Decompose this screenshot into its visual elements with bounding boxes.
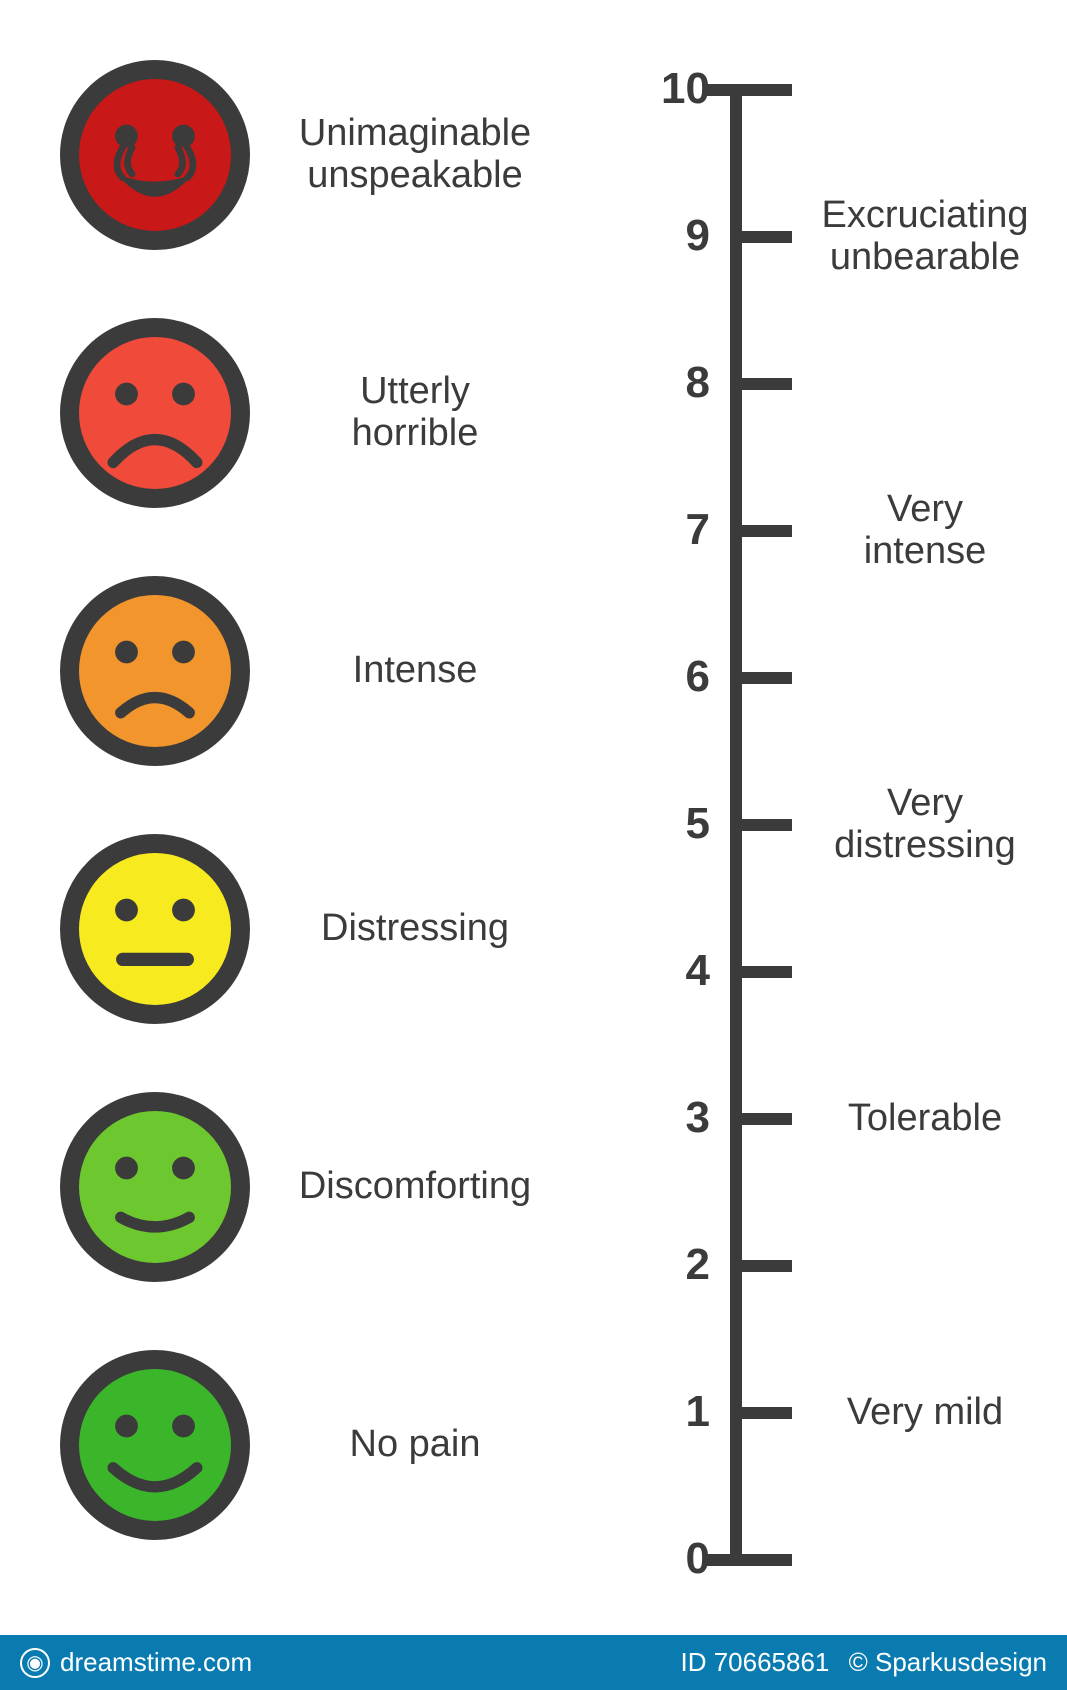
scale-tick-5 xyxy=(742,819,792,831)
scale-right-label-3: Tolerable xyxy=(795,1098,1055,1140)
right-label-line1: Very xyxy=(887,782,963,824)
right-label-line1: Tolerable xyxy=(848,1097,1002,1139)
scale-right-label-5: Verydistressing xyxy=(795,783,1055,867)
watermark-footer: ◉ dreamstime.com ID 70665861 © Sparkusde… xyxy=(0,1635,1067,1690)
right-label-line2: distressing xyxy=(834,824,1016,866)
scale-tick-0 xyxy=(705,1554,792,1566)
scale-number-8: 8 xyxy=(640,358,710,408)
face-label-line2: unspeakable xyxy=(307,154,523,196)
scale-number-10: 10 xyxy=(640,64,710,114)
scale-tick-2 xyxy=(742,1260,792,1272)
pain-face-label-4: Distressing xyxy=(275,908,555,950)
right-label-line2: unbearable xyxy=(830,236,1020,278)
right-label-line1: Very mild xyxy=(847,1391,1003,1433)
footer-copyright: © Sparkusdesign xyxy=(849,1647,1047,1677)
pain-face-level-4 xyxy=(60,834,250,1024)
pain-face-label-10: Unimaginableunspeakable xyxy=(275,113,555,197)
face-label-line1: Distressing xyxy=(321,907,509,949)
scale-number-9: 9 xyxy=(640,211,710,261)
pain-face-level-2 xyxy=(60,1092,250,1282)
footer-site: dreamstime.com xyxy=(60,1647,252,1678)
pain-face-label-8: Utterlyhorrible xyxy=(275,371,555,455)
scale-right-label-7: Veryintense xyxy=(795,489,1055,573)
scale-number-0: 0 xyxy=(640,1534,710,1584)
right-label-line1: Very xyxy=(887,488,963,530)
scale-tick-7 xyxy=(742,525,792,537)
scale-number-1: 1 xyxy=(640,1387,710,1437)
face-label-line1: Discomforting xyxy=(299,1165,531,1207)
scale-tick-4 xyxy=(742,966,792,978)
scale-tick-3 xyxy=(742,1113,792,1125)
pain-face-label-0: No pain xyxy=(275,1424,555,1466)
pain-face-label-6: Intense xyxy=(275,650,555,692)
scale-number-3: 3 xyxy=(640,1093,710,1143)
face-label-line2: horrible xyxy=(352,412,479,454)
right-label-line1: Excruciating xyxy=(822,194,1029,236)
scale-number-2: 2 xyxy=(640,1240,710,1290)
scale-number-7: 7 xyxy=(640,505,710,555)
pain-face-level-0 xyxy=(60,1350,250,1540)
pain-face-level-10 xyxy=(60,60,250,250)
scale-number-5: 5 xyxy=(640,799,710,849)
scale-tick-1 xyxy=(742,1407,792,1419)
pain-face-label-2: Discomforting xyxy=(275,1166,555,1208)
scale-number-4: 4 xyxy=(640,946,710,996)
face-label-line1: No pain xyxy=(350,1423,481,1465)
face-label-line1: Intense xyxy=(353,649,478,691)
scale-right-label-1: Very mild xyxy=(795,1392,1055,1434)
scale-number-6: 6 xyxy=(640,652,710,702)
scale-container: 012345678910ExcruciatingunbearableVeryin… xyxy=(640,90,1040,1560)
scale-tick-8 xyxy=(742,378,792,390)
dreamstime-logo-icon: ◉ xyxy=(20,1648,50,1678)
scale-tick-10 xyxy=(705,84,792,96)
pain-scale-chart: 012345678910ExcruciatingunbearableVeryin… xyxy=(0,0,1067,1620)
pain-face-level-8 xyxy=(60,318,250,508)
right-label-line2: intense xyxy=(864,530,987,572)
face-label-line1: Utterly xyxy=(360,370,470,412)
footer-id: ID 70665861 xyxy=(680,1647,829,1677)
scale-tick-9 xyxy=(742,231,792,243)
scale-axis-line xyxy=(730,90,742,1560)
scale-tick-6 xyxy=(742,672,792,684)
pain-face-level-6 xyxy=(60,576,250,766)
scale-right-label-9: Excruciatingunbearable xyxy=(795,195,1055,279)
face-label-line1: Unimaginable xyxy=(299,112,531,154)
